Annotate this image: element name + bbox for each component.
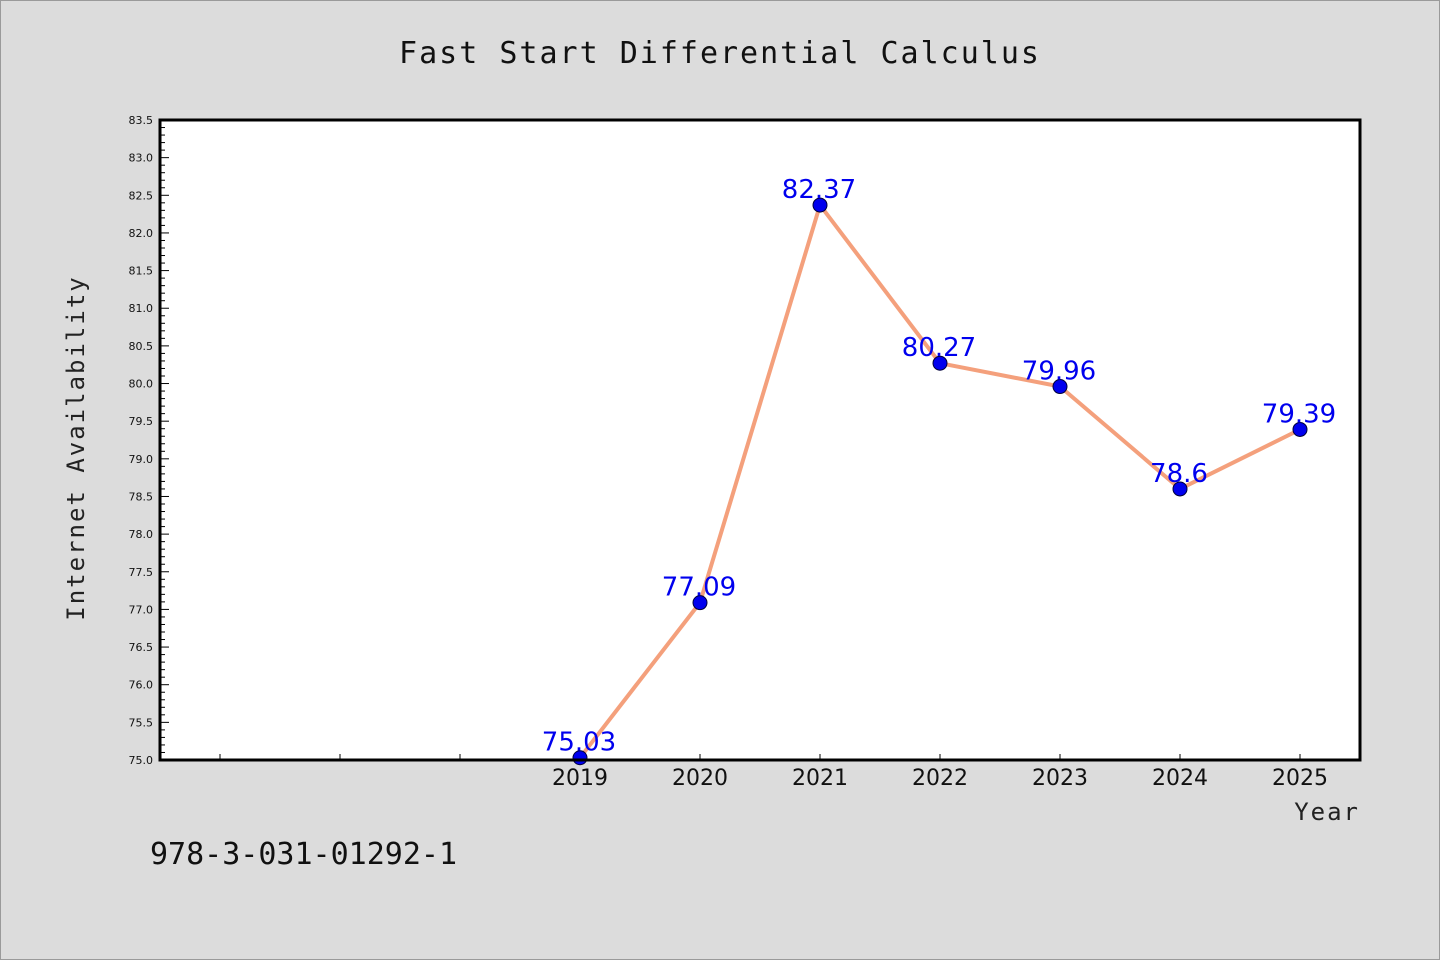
plot-area: [160, 120, 1360, 760]
y-tick-label: 76.5: [129, 641, 154, 654]
y-tick-label: 81.0: [129, 302, 154, 315]
data-point: [932, 355, 948, 371]
chart-title: Fast Start Differential Calculus: [399, 36, 1041, 71]
y-tick-label: 80.5: [129, 340, 154, 353]
x-tick-label: 2025: [1272, 766, 1328, 791]
y-tick-label: 82.5: [129, 189, 154, 202]
data-label: 82.37: [782, 175, 856, 205]
x-axis-ticks: 2019 2020 2021 2022 2023 2024 2025: [219, 754, 1328, 791]
data-point: [1052, 379, 1068, 395]
y-tick-label: 80.0: [129, 378, 154, 391]
data-point: [812, 197, 828, 213]
isbn-label: 978-3-031-01292-1: [150, 837, 457, 872]
y-tick-label: 75.5: [129, 716, 154, 729]
series-layer: 75.03 77.09 82.37 80.27 79.96 78.6 79.39: [542, 175, 1336, 766]
data-label: 79.96: [1022, 357, 1096, 387]
data-point: [1172, 481, 1188, 497]
y-axis-label: Internet Availability: [62, 275, 90, 620]
x-tick-label: 2022: [912, 766, 968, 791]
y-tick-label: 77.0: [129, 603, 154, 616]
x-tick-label: 2024: [1152, 766, 1208, 791]
x-tick-label: 2019: [552, 766, 608, 791]
x-tick-label: 2020: [672, 766, 728, 791]
y-tick-label: 76.0: [129, 679, 154, 692]
y-tick-label: 79.0: [129, 453, 154, 466]
data-label: 80.27: [902, 333, 976, 363]
y-tick-label: 81.5: [129, 265, 154, 278]
data-label: 75.03: [542, 728, 616, 758]
data-point: [692, 595, 708, 611]
y-tick-label: 78.0: [129, 528, 154, 541]
data-label: 77.09: [662, 573, 736, 603]
x-tick-label: 2023: [1032, 766, 1088, 791]
y-tick-label: 83.5: [129, 114, 154, 127]
y-tick-label: 75.0: [129, 754, 154, 767]
data-label: 78.6: [1150, 459, 1208, 489]
y-axis-ticks: 75.0 75.5 76.0 76.5 77.0 77.5 78.0 78.5 79.0 79.5…: [129, 114, 169, 767]
plot-border: [158, 118, 1362, 762]
x-tick-label: 2021: [792, 766, 848, 791]
y-tick-label: 77.5: [129, 566, 154, 579]
y-tick-label: 82.0: [129, 227, 154, 240]
data-point: [1292, 421, 1308, 437]
y-tick-label: 79.5: [129, 415, 154, 428]
x-axis-label: Year: [1294, 798, 1360, 826]
y-tick-label: 83.0: [129, 152, 154, 165]
data-label: 79.39: [1262, 399, 1336, 429]
y-tick-label: 78.5: [129, 490, 154, 503]
